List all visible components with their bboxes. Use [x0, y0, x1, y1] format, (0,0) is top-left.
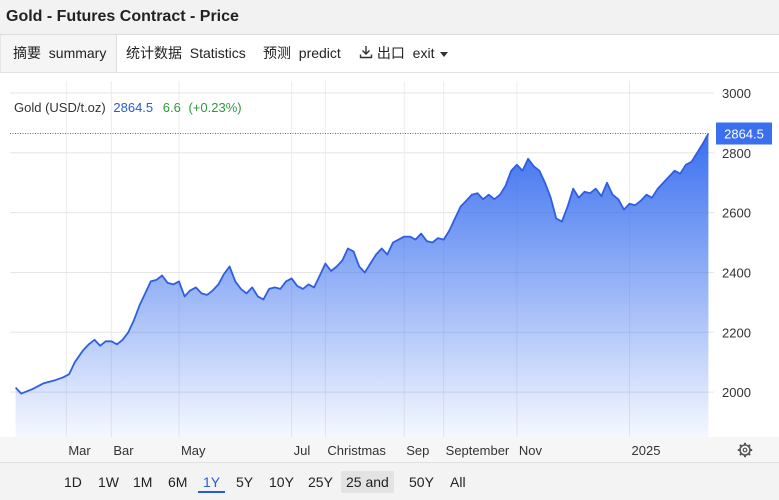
range-1d-button[interactable]: 1D [64, 474, 82, 490]
x-tick-label: Bar [113, 443, 134, 458]
tab-export-label: 出口 exit [376, 45, 435, 61]
series-line [14, 133, 710, 395]
y-tick-label: 3000 [722, 86, 751, 101]
x-tick-label: September [446, 443, 510, 458]
y-tick-label: 2000 [722, 385, 751, 400]
download-icon [359, 36, 373, 72]
price-chart[interactable]: 2000 2200 2400 2600 2800 3000 2864.5 Mar Bar May J… [0, 73, 779, 462]
quote-line: Gold (USD/t.oz) 2864.5 6.6 (+0.23%) [14, 100, 242, 115]
range-all-button[interactable]: All [450, 474, 466, 490]
tab-bar: 摘要 summary 统计数据 Statistics 预测 predict 出口… [0, 35, 779, 73]
x-tick-label: 2025 [632, 443, 661, 458]
tab-summary-label: 摘要 summary [13, 45, 107, 61]
range-1w-button[interactable]: 1W [98, 474, 119, 490]
range-50y-button[interactable]: 50Y [409, 474, 434, 490]
range-1m-button[interactable]: 1M [133, 474, 153, 490]
quote-price: 2864.5 [113, 100, 154, 115]
range-5y-button[interactable]: 5Y [236, 474, 254, 490]
range-1y-button[interactable]: 1Y [198, 471, 226, 493]
x-tick-label: Jul [294, 443, 311, 458]
quote-change: 6.6 [162, 100, 181, 115]
chevron-down-icon [440, 51, 449, 57]
quote-name: Gold (USD/t.oz) [14, 100, 106, 115]
x-axis-strip [0, 437, 779, 462]
y-tick-label: 2200 [722, 325, 751, 340]
tab-statistics[interactable]: 统计数据 Statistics [126, 35, 246, 72]
y-tick-label: 2400 [722, 265, 751, 280]
chart-svg: 2000 2200 2400 2600 2800 3000 2864.5 Mar Bar May J… [0, 81, 779, 462]
x-tick-label: May [181, 443, 206, 458]
quote-change-pct: (+0.23%) [188, 100, 242, 115]
tab-export[interactable]: 出口 exit [359, 35, 449, 72]
range-10y-button[interactable]: 10Y [269, 474, 294, 490]
last-value-badge [716, 122, 772, 145]
window-title-bar: Gold - Futures Contract - Price [0, 0, 779, 35]
range-25-and-button[interactable]: 25 and [341, 471, 394, 493]
range-selector: 1D 1W 1M 6M 1Y 5Y 10Y 25Y 25 and 50Y All [0, 462, 779, 500]
range-6m-button[interactable]: 6M [168, 474, 188, 490]
tab-predict[interactable]: 预测 predict [263, 35, 341, 72]
gear-icon[interactable] [737, 442, 753, 458]
window-title: Gold - Futures Contract - Price [6, 8, 239, 25]
y-tick-label: 2800 [722, 146, 751, 161]
tab-predict-label: 预测 predict [263, 45, 341, 61]
tab-summary[interactable]: 摘要 summary [0, 35, 117, 72]
y-tick-label: 2600 [722, 206, 751, 221]
tab-statistics-label: 统计数据 Statistics [126, 45, 246, 61]
range-25y-button[interactable]: 25Y [308, 474, 333, 490]
x-tick-label: Sep [406, 443, 429, 458]
series-area [15, 133, 709, 437]
x-tick-label: Nov [519, 443, 543, 458]
x-tick-label: Christmas [327, 443, 386, 458]
last-value-label: 2864.5 [724, 127, 764, 142]
x-tick-label: Mar [68, 443, 91, 458]
